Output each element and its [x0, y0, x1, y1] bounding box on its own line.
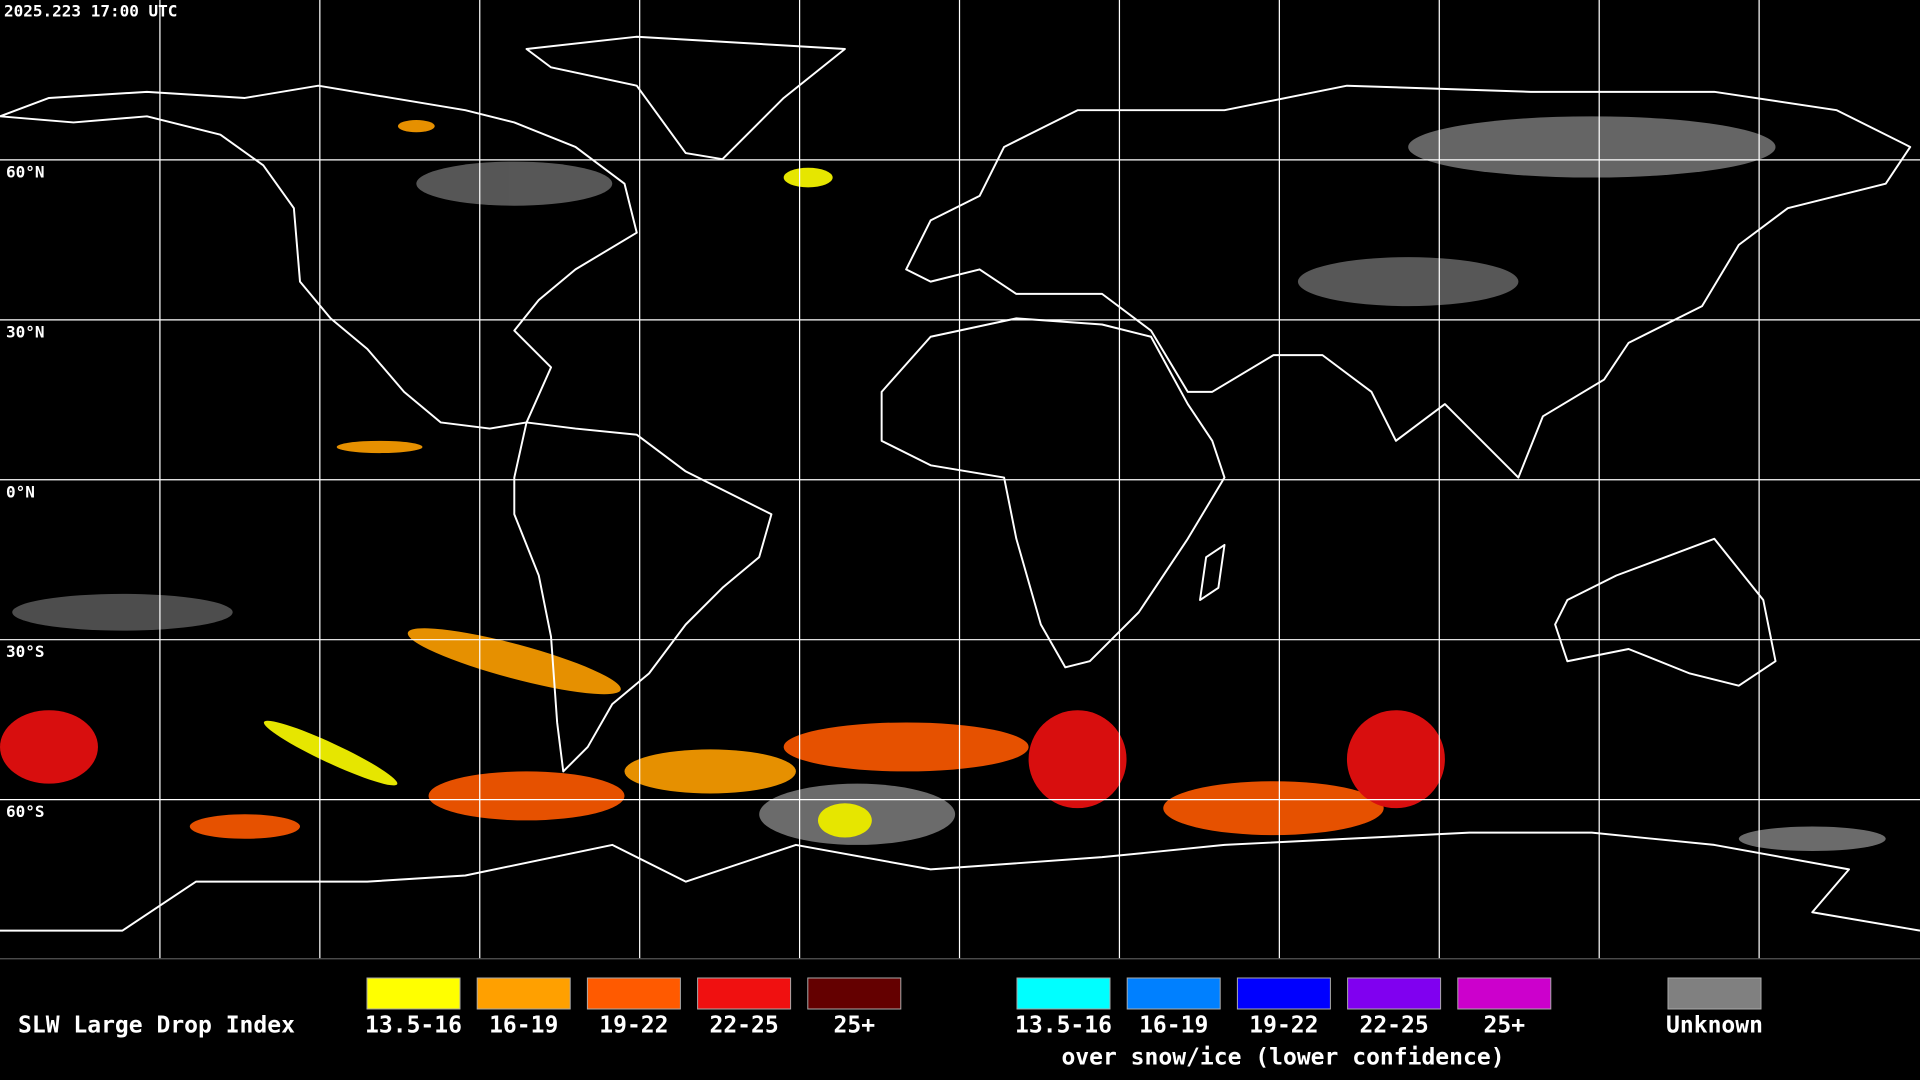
eurasia [905, 84, 1912, 479]
slw-patch [0, 710, 98, 784]
slw-patch [397, 120, 435, 133]
unknown-patch [1738, 826, 1886, 852]
legend-label: 19-22 [1249, 1013, 1318, 1039]
graticule [0, 0, 1920, 960]
legend-swatch [366, 977, 461, 1010]
slw-patch [624, 749, 796, 794]
unknown-patch [1297, 257, 1519, 307]
legend-swatch [476, 977, 571, 1010]
legend: 13.5-16 16-19 19-22 22-25 25+ 13.5-16 16-19 19-… [365, 977, 1763, 1039]
legend-swatch [1016, 977, 1111, 1010]
legend-label: 22-25 [1359, 1013, 1428, 1039]
legend-swatch [1457, 977, 1552, 1010]
slw-patch [336, 440, 423, 454]
latitude-labels: 60°N 30°N 0°N 30°S 60°S [6, 162, 45, 821]
australia [1554, 537, 1777, 687]
latitude-label: 60°S [6, 802, 45, 821]
slw-patch [428, 771, 625, 821]
legend-swatch [1347, 977, 1442, 1010]
latitude-label: 30°N [6, 322, 45, 341]
legend-swatch [697, 977, 792, 1010]
africa [880, 317, 1226, 669]
latitude-label: 60°N [6, 162, 45, 181]
slw-patch [407, 628, 621, 695]
legend-label: 13.5-16 [365, 1013, 462, 1039]
slw-patch [1028, 710, 1127, 809]
unknown-patch [416, 161, 613, 206]
north-america [0, 84, 638, 430]
latitude-label: 30°S [6, 642, 45, 661]
madagascar [1199, 543, 1226, 601]
south-america [513, 421, 773, 773]
legend-title: SLW Large Drop Index [18, 1013, 295, 1039]
legend-label: 13.5-16 [1015, 1013, 1112, 1039]
slw-patch [189, 814, 301, 839]
slw-patch [1346, 710, 1445, 809]
legend-swatch [807, 977, 902, 1010]
legend-label: 19-22 [599, 1013, 668, 1039]
slw-patch [783, 167, 833, 188]
unknown-patch [12, 593, 233, 631]
legend-label: Unknown [1666, 1013, 1763, 1039]
unknown-patch [1408, 116, 1776, 178]
legend-swatch [1126, 977, 1221, 1010]
legend-label: 25+ [834, 1013, 876, 1039]
legend-label: 22-25 [709, 1013, 778, 1039]
slw-patch [263, 720, 398, 786]
legend-swatch [1667, 977, 1762, 1010]
slw-patch [1163, 781, 1384, 836]
legend-label: 25+ [1484, 1013, 1526, 1039]
latitude-label: 0°N [6, 482, 35, 501]
legend-label: 16-19 [489, 1013, 558, 1039]
slw-patch [783, 722, 1029, 772]
legend-swatch [1236, 977, 1331, 1010]
legend-swatch [586, 977, 681, 1010]
timestamp: 2025.223 17:00 UTC [4, 2, 177, 21]
greenland [525, 35, 846, 161]
legend-label: 16-19 [1139, 1013, 1208, 1039]
map-layer [0, 0, 1920, 960]
slw-patch [817, 803, 872, 838]
legend-note: over snow/ice (lower confidence) [1061, 1045, 1504, 1071]
